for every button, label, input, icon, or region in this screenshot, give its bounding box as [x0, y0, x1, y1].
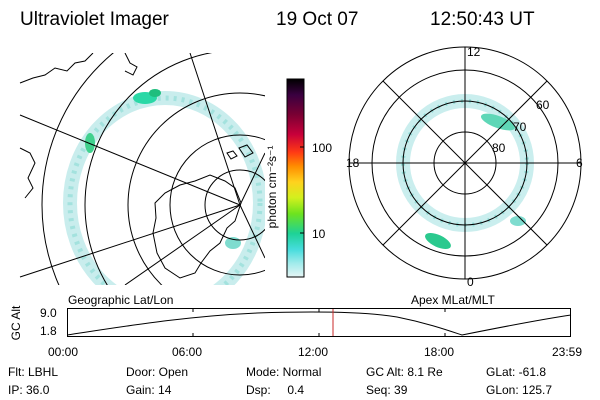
- apex-polar-plot: [348, 46, 582, 280]
- door-status: Door: Open: [126, 365, 189, 379]
- geographic-latitude: GLat: -61.8: [486, 365, 547, 379]
- filter-value: Flt: LBHL: [8, 365, 59, 379]
- instrument-title: Ultraviolet Imager: [20, 9, 169, 30]
- colorbar-tick-10: 10: [312, 227, 326, 241]
- altitude-xtick-0600: 06:00: [172, 345, 203, 359]
- time-label: 12:50:43 UT: [430, 9, 535, 30]
- mode-value: Mode: Normal: [246, 365, 322, 379]
- geographic-panel-label: Geographic Lat/Lon: [68, 293, 174, 307]
- altitude-ytick-1-8: 1.8: [40, 324, 57, 338]
- mlat-label-70: 70: [513, 120, 527, 134]
- altitude-curve: [67, 311, 572, 336]
- apex-panel-label: Apex MLat/MLT: [411, 293, 495, 307]
- altitude-xtick-1800: 18:00: [424, 345, 455, 359]
- colorbar-unit-label: photon cm⁻²s⁻¹: [265, 145, 279, 229]
- altitude-ylabel: GC Alt: [9, 305, 23, 341]
- gain-value: Gain: 14: [126, 383, 172, 397]
- mlat-label-80: 80: [492, 141, 506, 155]
- dsp-value: Dsp: 0.4: [246, 383, 305, 397]
- mlt-label-18: 18: [346, 156, 360, 170]
- mlat-label-60: 60: [536, 98, 550, 112]
- altitude-xtick-0000: 00:00: [48, 345, 79, 359]
- sequence-value: Seq: 39: [366, 383, 408, 397]
- mlt-label-6: 6: [576, 156, 583, 170]
- altitude-xtick-2359: 23:59: [552, 345, 583, 359]
- mlt-label-0: 0: [467, 275, 474, 289]
- mlt-label-12: 12: [467, 45, 481, 59]
- colorbar: [286, 78, 305, 278]
- gc-altitude-value: GC Alt: 8.1 Re: [366, 365, 443, 379]
- aurora-oval-geographic: [63, 89, 265, 285]
- altitude-ytick-9: 9.0: [40, 306, 57, 320]
- geographic-longitude: GLon: 125.7: [486, 383, 553, 397]
- geographic-map: [19, 53, 265, 285]
- colorbar-tick-100: 100: [312, 141, 333, 155]
- altitude-xtick-1200: 12:00: [298, 345, 329, 359]
- date-label: 19 Oct 07: [276, 9, 359, 30]
- altitude-plot: [67, 308, 572, 337]
- ip-value: IP: 36.0: [8, 383, 50, 397]
